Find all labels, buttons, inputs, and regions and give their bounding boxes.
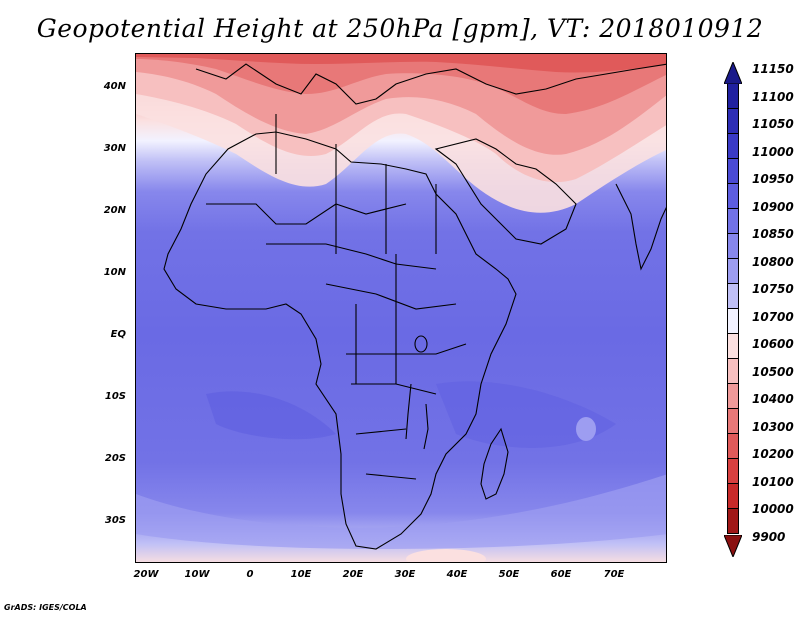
colorbar-label: 10500 bbox=[752, 364, 794, 379]
colorbar-label: 10200 bbox=[752, 447, 794, 461]
lat-label-10n: 10N bbox=[103, 267, 126, 278]
colorbar-cell bbox=[727, 259, 739, 284]
colorbar-cell bbox=[727, 209, 739, 234]
colorbar-label: 10850 bbox=[752, 227, 794, 241]
lon-label-30e: 30E bbox=[394, 569, 416, 580]
colorbar-cell bbox=[727, 159, 739, 184]
colorbar-bottom-arrow bbox=[724, 535, 742, 557]
lat-label-eq: EQ bbox=[110, 329, 126, 340]
colorbar-cell bbox=[727, 284, 739, 309]
colorbar-cell bbox=[727, 459, 739, 484]
colorbar-cell bbox=[727, 234, 739, 259]
colorbar-cell bbox=[727, 184, 739, 209]
colorbar-label: 10100 bbox=[752, 474, 794, 489]
colorbar-label: 10400 bbox=[752, 392, 794, 406]
colorbar-label: 10900 bbox=[752, 199, 794, 214]
map-title: Geopotential Height at 250hPa [gpm], VT:… bbox=[36, 14, 764, 43]
geopotential-field bbox=[136, 54, 666, 562]
colorbar-label: 11000 bbox=[752, 144, 794, 159]
colorbar-label: 11050 bbox=[752, 117, 794, 131]
lon-label-50e: 50E bbox=[498, 569, 520, 580]
colorbar-cell bbox=[727, 109, 739, 134]
colorbar-cell bbox=[727, 509, 739, 534]
colorbar-label: 10800 bbox=[752, 254, 794, 269]
colorbar-label: 10750 bbox=[752, 282, 794, 296]
colorbar-cell bbox=[727, 384, 739, 409]
colorbar-cell bbox=[727, 84, 739, 109]
lat-label-30n: 30N bbox=[103, 143, 126, 154]
colorbar-cell bbox=[727, 359, 739, 384]
lat-label-20s: 20S bbox=[104, 453, 126, 464]
colorbar-cell bbox=[727, 334, 739, 359]
colorbar-cell bbox=[727, 309, 739, 334]
colorbar-label: 11100 bbox=[752, 89, 794, 104]
lon-label-60e: 60E bbox=[550, 569, 572, 580]
colorbar-cell bbox=[727, 134, 739, 159]
colorbar-label: 10600 bbox=[752, 337, 794, 351]
lon-label-70e: 70E bbox=[603, 569, 625, 580]
colorbar-label: 11150 bbox=[752, 62, 794, 76]
lat-label-40n: 40N bbox=[103, 81, 126, 92]
lon-label-0: 0 bbox=[246, 569, 254, 580]
colorbar-label: 10700 bbox=[752, 309, 794, 324]
lat-label-10s: 10S bbox=[104, 391, 126, 402]
lon-label-40e: 40E bbox=[446, 569, 468, 580]
lat-label-20n: 20N bbox=[103, 205, 126, 216]
colorbar-label: 10300 bbox=[752, 419, 794, 434]
lon-label-20e: 20E bbox=[342, 569, 364, 580]
colorbar-top-arrow bbox=[724, 62, 742, 84]
grads-footer: GrADS: IGES/COLA bbox=[4, 603, 87, 612]
colorbar-cell bbox=[727, 434, 739, 459]
lon-label-10w: 10W bbox=[184, 569, 210, 580]
coastlines bbox=[163, 63, 666, 550]
colorbar-label: 10000 bbox=[752, 502, 794, 516]
lat-label-30s: 30S bbox=[104, 515, 126, 526]
colorbar bbox=[727, 84, 739, 534]
lon-label-10e: 10E bbox=[290, 569, 312, 580]
map-panel bbox=[135, 53, 667, 563]
colorbar-cell bbox=[727, 484, 739, 509]
colorbar-cell bbox=[727, 409, 739, 434]
colorbar-label: 10950 bbox=[752, 172, 794, 186]
colorbar-label: 9900 bbox=[752, 529, 786, 544]
lon-label-20w: 20W bbox=[133, 569, 159, 580]
